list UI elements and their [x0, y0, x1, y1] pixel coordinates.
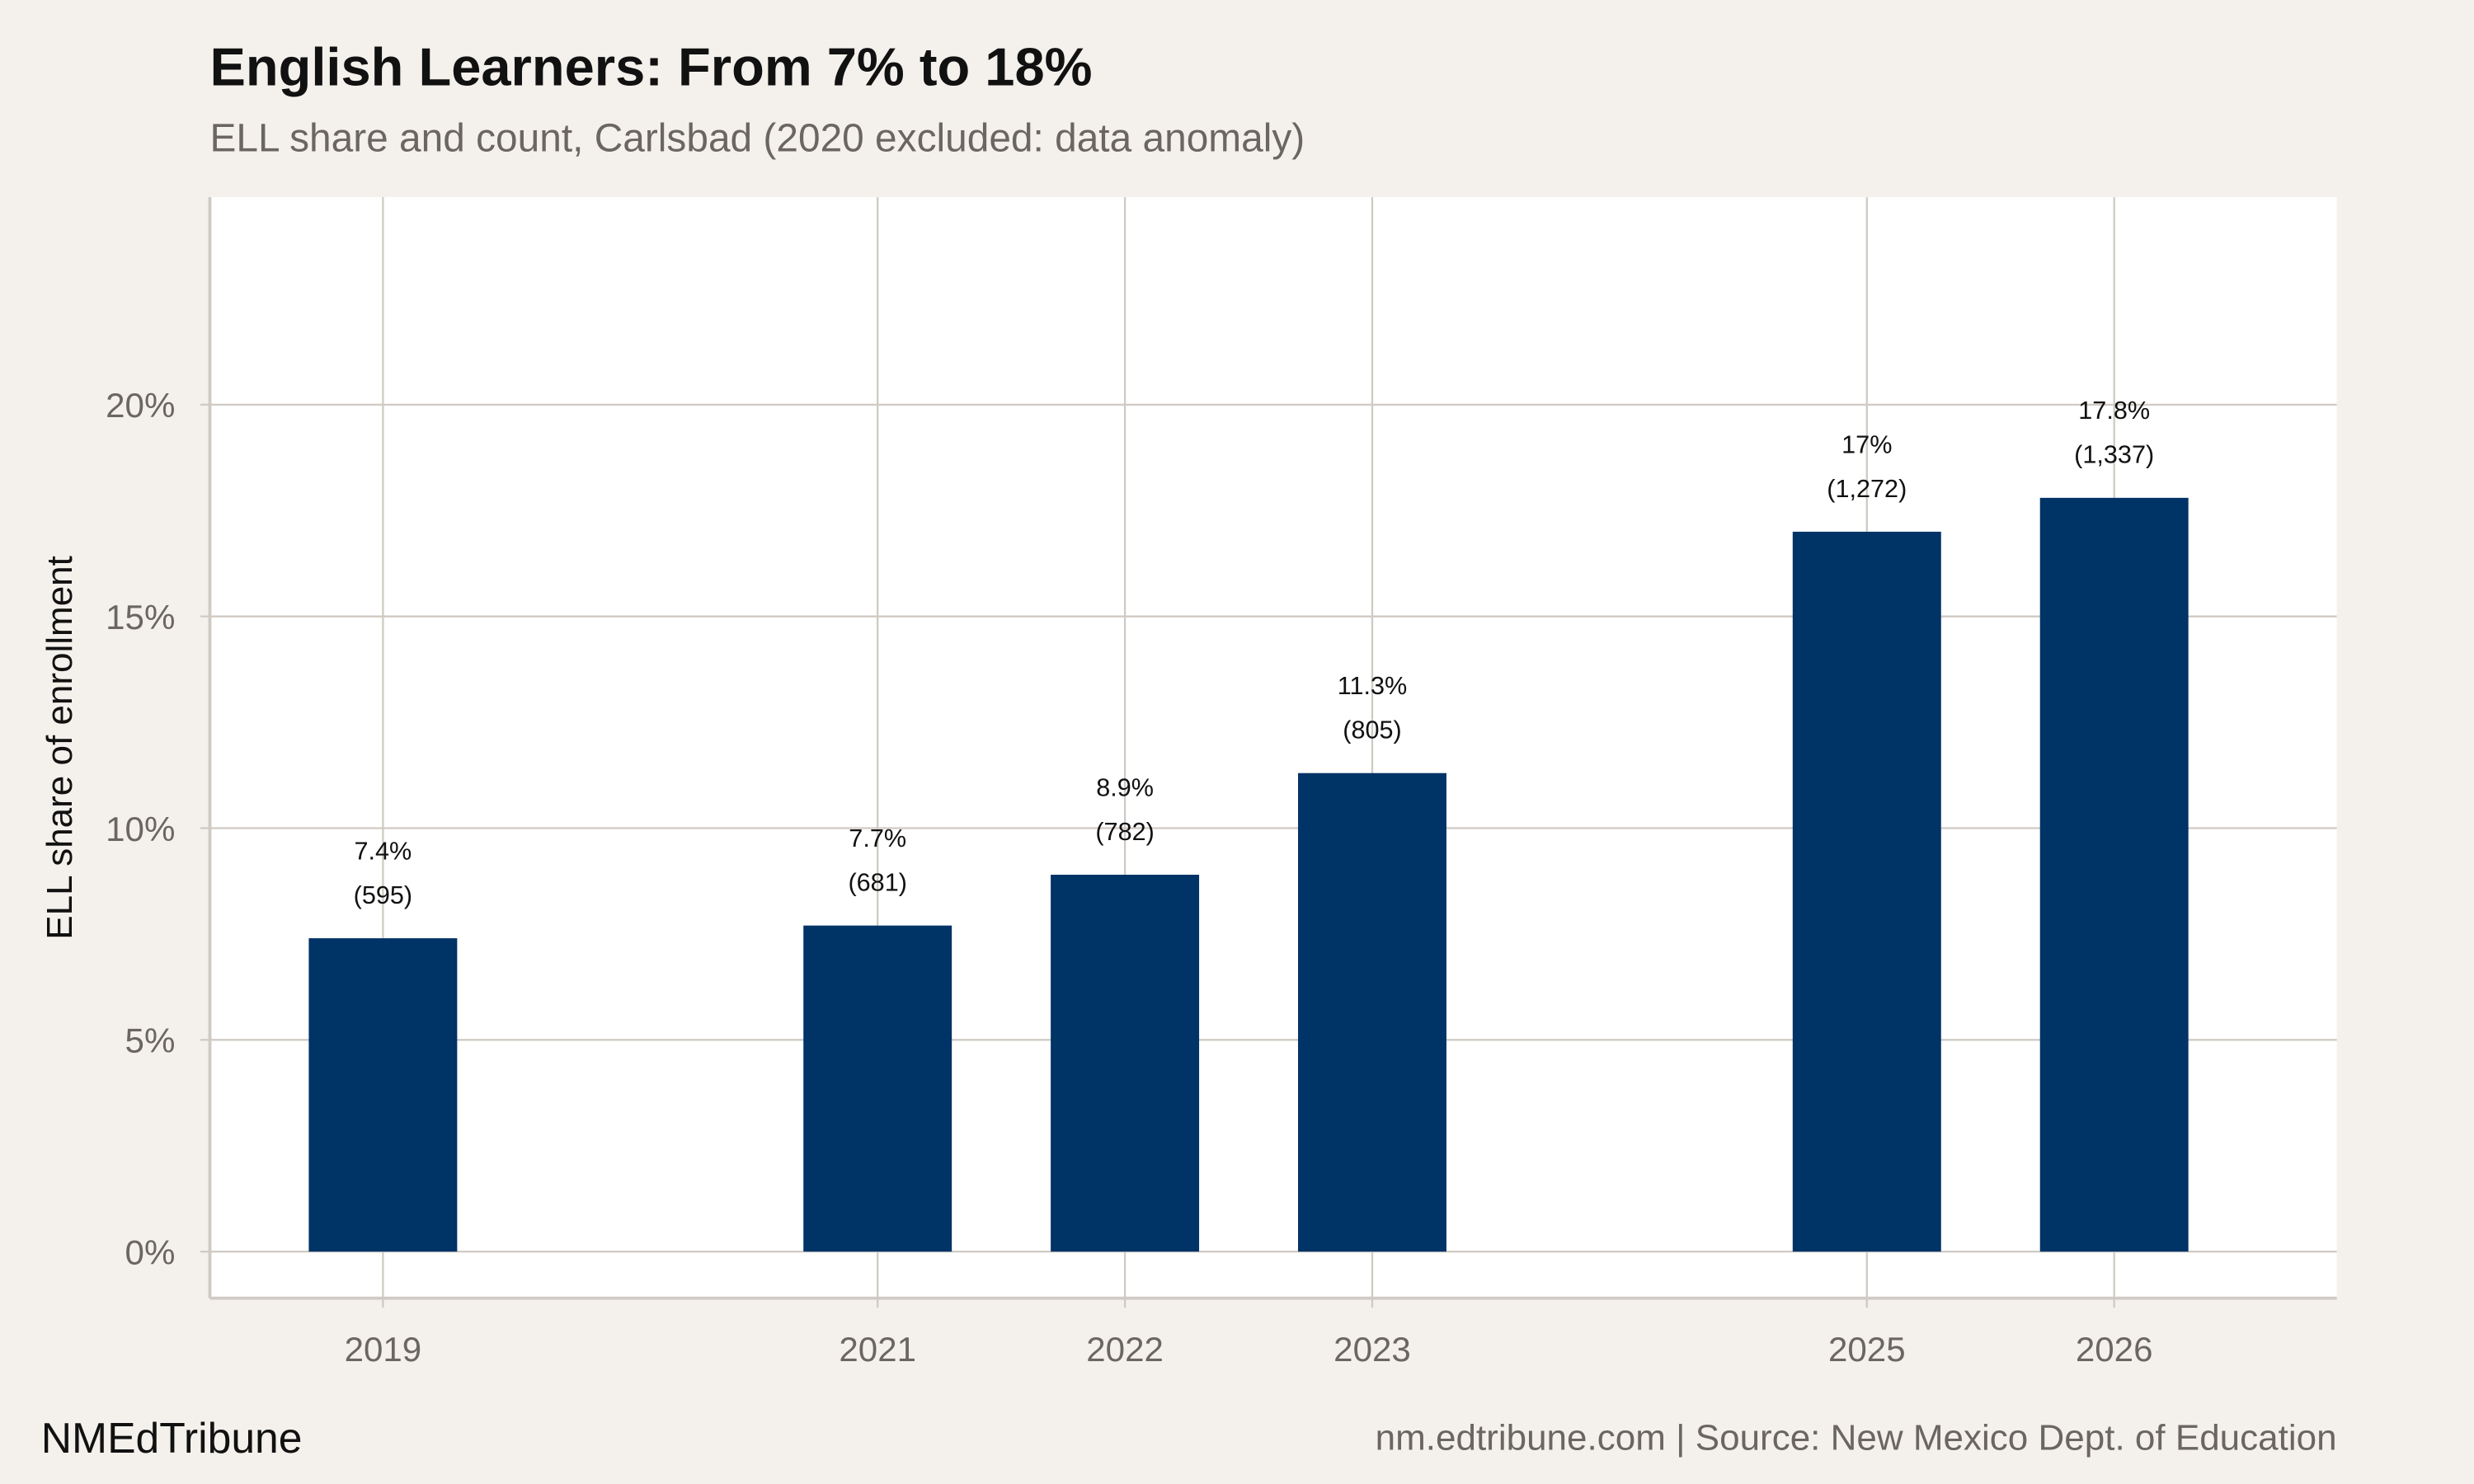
bar-2021 — [803, 925, 952, 1252]
chart-title: English Learners: From 7% to 18% — [209, 37, 1093, 98]
y-tick-label: 20% — [106, 386, 175, 425]
bar-2025 — [1792, 531, 1941, 1252]
source-note: nm.edtribune.com | Source: New Mexico De… — [1375, 1416, 2337, 1458]
x-tick-label: 2026 — [2076, 1330, 2153, 1369]
x-tick-label: 2019 — [345, 1330, 422, 1369]
y-tick-label: 5% — [125, 1021, 176, 1060]
bar-2026 — [2039, 497, 2189, 1252]
y-tick-label: 10% — [106, 810, 175, 848]
count-label: (1,272) — [1827, 475, 1907, 503]
bar-2022 — [1051, 874, 1200, 1252]
y-tick-label: 0% — [125, 1233, 176, 1271]
count-label: (805) — [1343, 716, 1401, 744]
x-tick-label: 2021 — [839, 1330, 916, 1369]
count-label: (782) — [1095, 818, 1154, 846]
value-label: 17% — [1841, 430, 1892, 458]
value-label: 17.8% — [2078, 397, 2150, 425]
bar-2019 — [308, 938, 458, 1252]
panel-background — [209, 197, 2337, 1298]
count-label: (595) — [354, 881, 412, 909]
value-label: 11.3% — [1338, 672, 1408, 700]
count-label: (1,337) — [2074, 441, 2154, 469]
value-label: 7.4% — [355, 837, 412, 865]
value-label: 7.7% — [849, 824, 906, 852]
chart-subtitle: ELL share and count, Carlsbad (2020 excl… — [209, 116, 1305, 162]
x-tick-label: 2023 — [1333, 1330, 1411, 1369]
brand-logo-text: NMEdTribune — [40, 1415, 303, 1463]
value-label: 8.9% — [1096, 773, 1154, 801]
y-tick-label: 15% — [106, 598, 175, 636]
x-tick-label: 2025 — [1828, 1330, 1906, 1369]
x-tick-label: 2022 — [1086, 1330, 1164, 1369]
bar-2023 — [1298, 773, 1446, 1252]
count-label: (681) — [848, 869, 906, 897]
